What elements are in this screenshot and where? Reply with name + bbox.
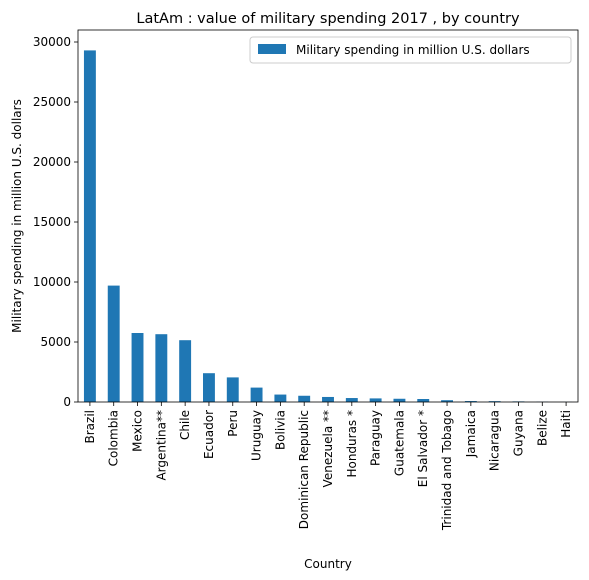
- bar: [226, 377, 239, 402]
- bar: [131, 333, 144, 402]
- y-tick-label: 15000: [33, 215, 71, 229]
- bar: [298, 395, 311, 402]
- legend-box: [249, 36, 572, 64]
- x-tick-label: El Salvador *: [416, 410, 430, 487]
- chart-title: LatAm : value of military spending 2017 …: [136, 11, 520, 27]
- y-tick-label: 30000: [33, 35, 71, 49]
- bar: [274, 394, 287, 402]
- x-tick-label: Colombia: [107, 410, 121, 466]
- x-tick-label: Venezuela **: [321, 410, 335, 487]
- x-tick-label: Honduras *: [345, 410, 359, 478]
- x-tick-label: Guatemala: [392, 410, 406, 476]
- y-tick-label: 10000: [33, 275, 71, 289]
- x-tick-label: Paraguay: [369, 410, 383, 466]
- bar: [441, 400, 453, 402]
- x-tick-label: Brazil: [83, 410, 97, 444]
- y-tick-label: 25000: [33, 95, 71, 109]
- x-tick-label: Chile: [178, 410, 192, 440]
- x-tick-label: Jamaica: [464, 410, 478, 458]
- y-tick-label: 20000: [33, 155, 71, 169]
- x-axis-title: Country: [304, 557, 352, 571]
- x-tick-label: Ecuador: [202, 410, 216, 459]
- x-tick-label: Dominican Republic: [297, 410, 311, 529]
- y-axis: 0 5000 10000 15000 20000 25000 30000: [33, 35, 78, 409]
- x-tick-label: Argentina**: [154, 410, 168, 481]
- x-tick-label: Mexico: [131, 410, 145, 452]
- bar: [417, 399, 430, 402]
- legend-label: Military spending in million U.S. dollar…: [296, 43, 530, 57]
- bar: [393, 398, 406, 402]
- legend: Military spending in million U.S. dollar…: [249, 36, 572, 64]
- bars: [83, 50, 573, 403]
- bar: [155, 334, 168, 402]
- bar: [179, 340, 192, 402]
- bar: [107, 285, 120, 402]
- x-tick-label: Guyana: [511, 410, 525, 456]
- bar: [203, 373, 215, 402]
- x-axis: Brazil Colombia Mexico Argentina** Chile Ecua…: [83, 402, 573, 531]
- bar: [345, 398, 358, 402]
- x-tick-label: Nicaragua: [488, 410, 502, 471]
- bar: [250, 387, 263, 402]
- bar: [369, 398, 382, 402]
- x-tick-label: Peru: [226, 410, 240, 437]
- y-axis-title: Military spending in million U.S. dollar…: [10, 99, 24, 333]
- x-tick-label: Uruguay: [250, 410, 264, 461]
- legend-swatch: [258, 44, 286, 54]
- x-tick-label: Bolivia: [273, 410, 287, 450]
- y-tick-label: 5000: [40, 335, 71, 349]
- bar: [83, 50, 96, 403]
- bar: [322, 396, 334, 402]
- bar: [464, 401, 477, 402]
- x-tick-label: Haiti: [559, 410, 573, 438]
- bar: [488, 401, 501, 402]
- x-tick-label: Belize: [535, 410, 549, 446]
- y-tick-label: 0: [63, 395, 71, 409]
- x-tick-label: Trinidad and Tobago: [440, 410, 454, 531]
- plot-area-frame: [77, 29, 579, 403]
